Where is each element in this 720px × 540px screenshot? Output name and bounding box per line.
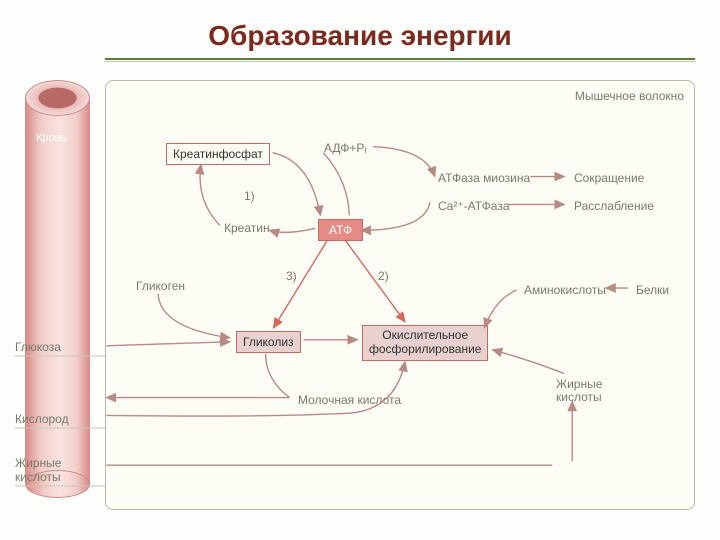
glycolysis-box: Гликолиз (236, 331, 301, 353)
contraction-label: Сокращение (574, 171, 644, 185)
step-1-label: 1) (244, 189, 255, 203)
creatine-label: Креатин (224, 221, 270, 235)
fatty-acids-left-1: Жирные (15, 456, 61, 470)
ox-phos-line2: фосфорилирование (369, 342, 481, 356)
fatty-acids-right-2: кислоты (556, 390, 602, 404)
lactic-acid-label: Молочная кислота (298, 393, 401, 407)
blood-label: Кровь (36, 132, 66, 144)
ca-atpase-label: Ca²⁺-АТФаза (438, 199, 510, 213)
diagram-frame: Мышечное волокно Креатинфосфат АТФ Глико… (105, 80, 695, 510)
glucose-label: Глюкоза (15, 340, 61, 354)
title-underline-light (105, 61, 695, 62)
blood-cylinder (25, 80, 90, 510)
adp-pi-label: АДФ+Pᵢ (324, 141, 366, 155)
ox-phos-box: Окислительное фосфорилирование (362, 325, 488, 361)
proteins-label: Белки (636, 283, 669, 297)
oxygen-label: Кислород (15, 412, 69, 426)
step-3-label: 3) (286, 269, 297, 283)
atp-box: АТФ (318, 219, 363, 241)
creatine-phosphate-box: Креатинфосфат (166, 143, 270, 165)
glycogen-label: Гликоген (136, 279, 185, 293)
atpase-myosin-label: АТФаза миозина (438, 171, 530, 185)
title-underline (105, 58, 695, 60)
fatty-acids-right-1: Жирные (556, 377, 602, 391)
relaxation-label: Расслабление (574, 199, 654, 213)
fatty-acids-left-2: кислоты (15, 470, 61, 484)
amino-acids-label: Аминокислоты (524, 283, 606, 297)
step-2-label: 2) (378, 269, 389, 283)
muscle-fiber-label: Мышечное волокно (575, 89, 684, 103)
ox-phos-line1: Окислительное (382, 328, 468, 342)
page-title: Образование энергии (0, 20, 720, 52)
